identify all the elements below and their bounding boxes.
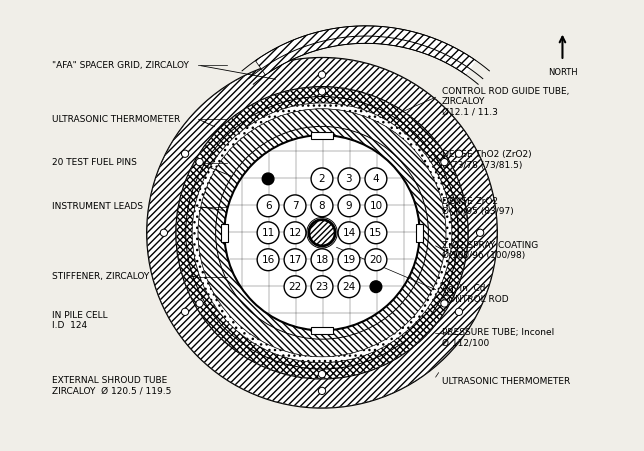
Circle shape — [365, 195, 387, 217]
Text: ULTRASONIC THERMOMETER: ULTRASONIC THERMOMETER — [442, 377, 570, 386]
Circle shape — [455, 308, 462, 316]
Text: 23: 23 — [316, 282, 328, 292]
Text: 3: 3 — [346, 174, 352, 184]
Text: 22: 22 — [289, 282, 301, 292]
Circle shape — [338, 249, 360, 271]
Text: 10: 10 — [370, 201, 383, 211]
Text: 7: 7 — [292, 201, 298, 211]
Circle shape — [309, 220, 335, 246]
Circle shape — [196, 158, 204, 166]
Circle shape — [311, 168, 333, 190]
Text: 6: 6 — [265, 201, 271, 211]
Circle shape — [160, 229, 167, 236]
Text: 17: 17 — [289, 255, 301, 265]
Text: IN PILE CELL
I.D  124: IN PILE CELL I.D 124 — [52, 311, 108, 330]
Circle shape — [338, 168, 360, 190]
Text: 11: 11 — [261, 228, 275, 238]
Circle shape — [182, 150, 189, 157]
Circle shape — [338, 195, 360, 217]
Text: 8: 8 — [319, 201, 325, 211]
Text: 14: 14 — [343, 228, 355, 238]
Circle shape — [365, 168, 387, 190]
Text: 16: 16 — [261, 255, 275, 265]
Text: Ag, In, Cd
CONTROL ROD: Ag, In, Cd CONTROL ROD — [442, 284, 508, 304]
Circle shape — [318, 71, 326, 78]
Circle shape — [311, 195, 333, 217]
Circle shape — [318, 387, 326, 395]
Text: "AFA" SPACER GRID, ZIRCALOY: "AFA" SPACER GRID, ZIRCALOY — [52, 61, 189, 70]
Circle shape — [318, 371, 326, 378]
Bar — [311, 132, 333, 139]
Circle shape — [262, 173, 274, 185]
PathPatch shape — [256, 26, 476, 75]
Text: INSTRUMENT LEADS: INSTRUMENT LEADS — [52, 202, 144, 211]
Bar — [416, 224, 423, 242]
Text: 4: 4 — [373, 174, 379, 184]
Circle shape — [257, 249, 279, 271]
Text: EXTERNAL SHROUD TUBE
ZIRCALOY  Ø 120.5 / 119.5: EXTERNAL SHROUD TUBE ZIRCALOY Ø 120.5 / … — [52, 376, 172, 396]
Text: 18: 18 — [316, 255, 328, 265]
Circle shape — [338, 276, 360, 298]
Circle shape — [257, 195, 279, 217]
Text: STIFFENER, ZIRCALOY: STIFFENER, ZIRCALOY — [52, 272, 149, 281]
Circle shape — [196, 300, 204, 307]
Text: CONTROL ROD GUIDE TUBE,
ZIRCALOY
Ø12.1 / 11.3: CONTROL ROD GUIDE TUBE, ZIRCALOY Ø12.1 /… — [442, 87, 569, 116]
Text: 20 TEST FUEL PINS: 20 TEST FUEL PINS — [52, 158, 137, 167]
Text: NORTH: NORTH — [547, 68, 577, 77]
Text: DENSE ThO2 (ZrO2)
Ø 73/78 (73/81.5): DENSE ThO2 (ZrO2) Ø 73/78 (73/81.5) — [442, 150, 531, 170]
Text: 20: 20 — [370, 255, 383, 265]
Text: 2: 2 — [319, 174, 325, 184]
Circle shape — [284, 276, 306, 298]
Text: DENSE ZrO2
Ø 79/95 (83/97): DENSE ZrO2 Ø 79/95 (83/97) — [442, 197, 513, 216]
Circle shape — [318, 88, 326, 95]
Circle shape — [224, 135, 420, 331]
Circle shape — [440, 158, 448, 166]
Circle shape — [311, 249, 333, 271]
Text: 24: 24 — [343, 282, 355, 292]
Text: 15: 15 — [369, 228, 383, 238]
Circle shape — [257, 222, 279, 244]
Circle shape — [284, 249, 306, 271]
Circle shape — [370, 281, 382, 293]
Bar — [311, 327, 333, 334]
Circle shape — [284, 195, 306, 217]
Circle shape — [338, 222, 360, 244]
Text: 12: 12 — [289, 228, 301, 238]
Text: ULTRASONIC THERMOMETER: ULTRASONIC THERMOMETER — [52, 115, 181, 124]
Circle shape — [182, 308, 189, 316]
Bar — [221, 224, 228, 242]
Text: PRESSURE TUBE; Inconel
Ø 112/100: PRESSURE TUBE; Inconel Ø 112/100 — [442, 328, 554, 347]
Circle shape — [455, 150, 462, 157]
Circle shape — [477, 229, 484, 236]
Circle shape — [365, 249, 387, 271]
Text: 9: 9 — [346, 201, 352, 211]
Circle shape — [365, 222, 387, 244]
Circle shape — [284, 222, 306, 244]
Circle shape — [440, 300, 448, 307]
Circle shape — [311, 276, 333, 298]
Text: 19: 19 — [343, 255, 355, 265]
Text: ZrO2 SPRAY COATING
Ø 100/96 (100/98): ZrO2 SPRAY COATING Ø 100/96 (100/98) — [442, 240, 538, 260]
